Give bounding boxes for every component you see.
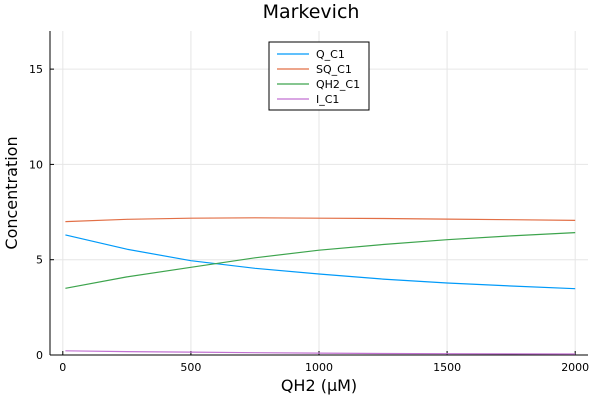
x-tick-label: 2000 [561, 361, 589, 374]
series-line-i-c1 [65, 350, 576, 355]
y-axis-label: Concentration [2, 136, 21, 249]
ticks: 0 500 1000 1500 2000 0 5 10 15 [29, 63, 589, 374]
series-line-qh2-c1 [65, 232, 576, 289]
legend-label-sq-c1: SQ_C1 [316, 63, 352, 76]
x-tick-label: 500 [180, 361, 201, 374]
chart-title: Markevich [263, 1, 360, 23]
y-tick-label: 10 [29, 158, 43, 171]
y-tick-label: 0 [36, 349, 43, 362]
legend-label-i-c1: I_C1 [316, 93, 339, 106]
legend-label-q-c1: Q_C1 [316, 48, 345, 61]
legend-label-qh2-c1: QH2_C1 [316, 78, 360, 91]
series-lines [65, 217, 576, 355]
x-tick-label: 1500 [433, 361, 461, 374]
x-tick-label: 1000 [305, 361, 333, 374]
x-axis-label: QH2 (μM) [281, 376, 357, 395]
y-tick-label: 15 [29, 63, 43, 76]
y-tick-label: 5 [36, 254, 43, 267]
legend: Q_C1 SQ_C1 QH2_C1 I_C1 [268, 41, 370, 111]
series-line-sq-c1 [65, 217, 576, 223]
x-tick-label: 0 [59, 361, 66, 374]
series-line-q-c1 [65, 234, 576, 290]
